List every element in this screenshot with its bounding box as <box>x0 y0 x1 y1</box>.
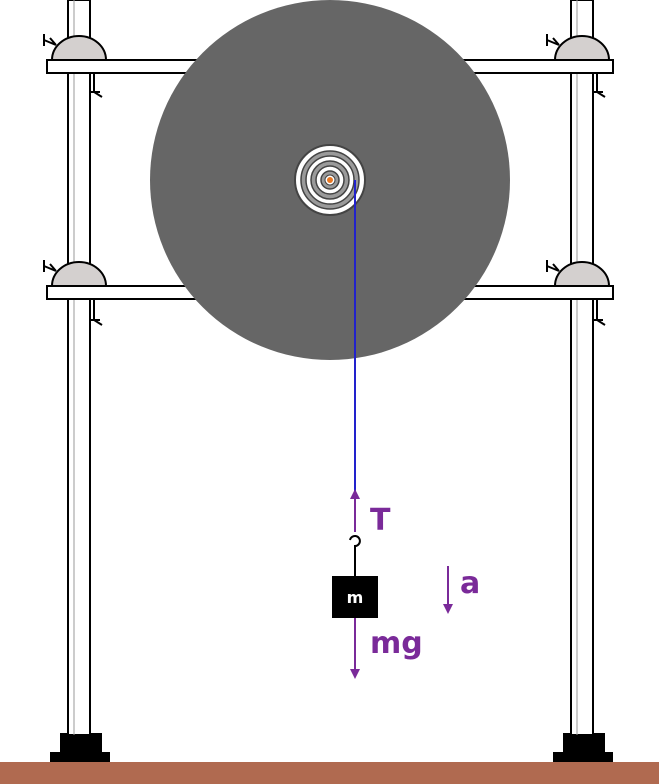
clamp-lower-left <box>43 260 108 326</box>
weight-label: mg <box>370 626 423 661</box>
acceleration-label: a <box>460 566 480 601</box>
spool-axle <box>294 144 366 216</box>
mass-block <box>332 576 378 618</box>
clamp-upper-left <box>43 34 108 98</box>
clamp-upper-right <box>546 34 611 98</box>
mass-hook <box>349 535 361 576</box>
left-stand-foot <box>50 733 110 762</box>
clamp-lower-right <box>546 260 611 326</box>
right-rod <box>570 0 594 736</box>
floor <box>0 762 659 784</box>
right-stand-foot <box>553 733 613 762</box>
mass-label: m <box>347 588 364 607</box>
left-rod <box>67 0 91 736</box>
tension-label: T <box>370 503 391 538</box>
